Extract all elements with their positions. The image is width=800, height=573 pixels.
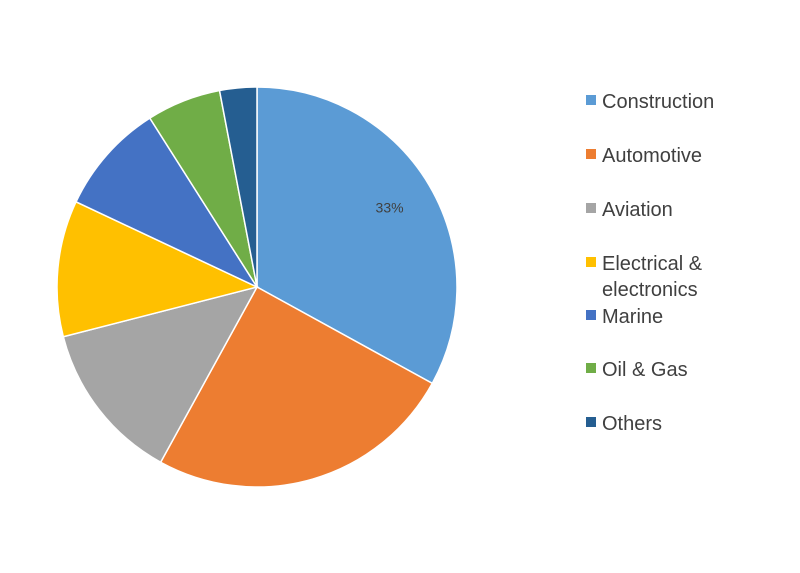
- legend-label-automotive: Automotive: [602, 145, 703, 167]
- pie-slice-electrical-electronics: [56, 200, 260, 338]
- legend-swatch-electrical-electronics: [586, 257, 596, 267]
- legend-item-electrical-electronics: Electrical & electronics: [586, 251, 752, 303]
- legend-label-electrical-electronics: Electrical & electronics: [602, 253, 703, 301]
- pie-slice-aviation: [62, 285, 259, 464]
- legend-swatch-automotive: [586, 149, 596, 159]
- legend-item-aviation: Aviation: [586, 197, 752, 223]
- legend-label-others: Others: [602, 413, 663, 435]
- pie-slice-marine: [75, 117, 260, 289]
- legend-item-construction: Construction: [586, 89, 752, 115]
- legend-label-aviation: Aviation: [602, 199, 673, 221]
- data-label-construction: 33%: [376, 199, 404, 215]
- legend-swatch-construction: [586, 95, 596, 105]
- pie-slice-automotive: [159, 285, 434, 488]
- legend-item-marine: Marine: [586, 304, 752, 330]
- pie-slice-construction: [256, 86, 458, 385]
- legend-swatch-aviation: [586, 203, 596, 213]
- legend-swatch-marine: [586, 310, 596, 320]
- legend-item-others: Others: [586, 411, 752, 437]
- legend-item-automotive: Automotive: [586, 143, 752, 169]
- legend-label-construction: Construction: [602, 91, 715, 113]
- legend-item-oil-gas: Oil & Gas: [586, 357, 752, 383]
- legend-swatch-oil-gas: [586, 363, 596, 373]
- pie-slice-others: [218, 86, 258, 288]
- legend-label-marine: Marine: [602, 306, 664, 328]
- legend-swatch-others: [586, 417, 596, 427]
- legend-label-oil-gas: Oil & Gas: [602, 359, 688, 381]
- pie-plot: 33%: [56, 86, 458, 488]
